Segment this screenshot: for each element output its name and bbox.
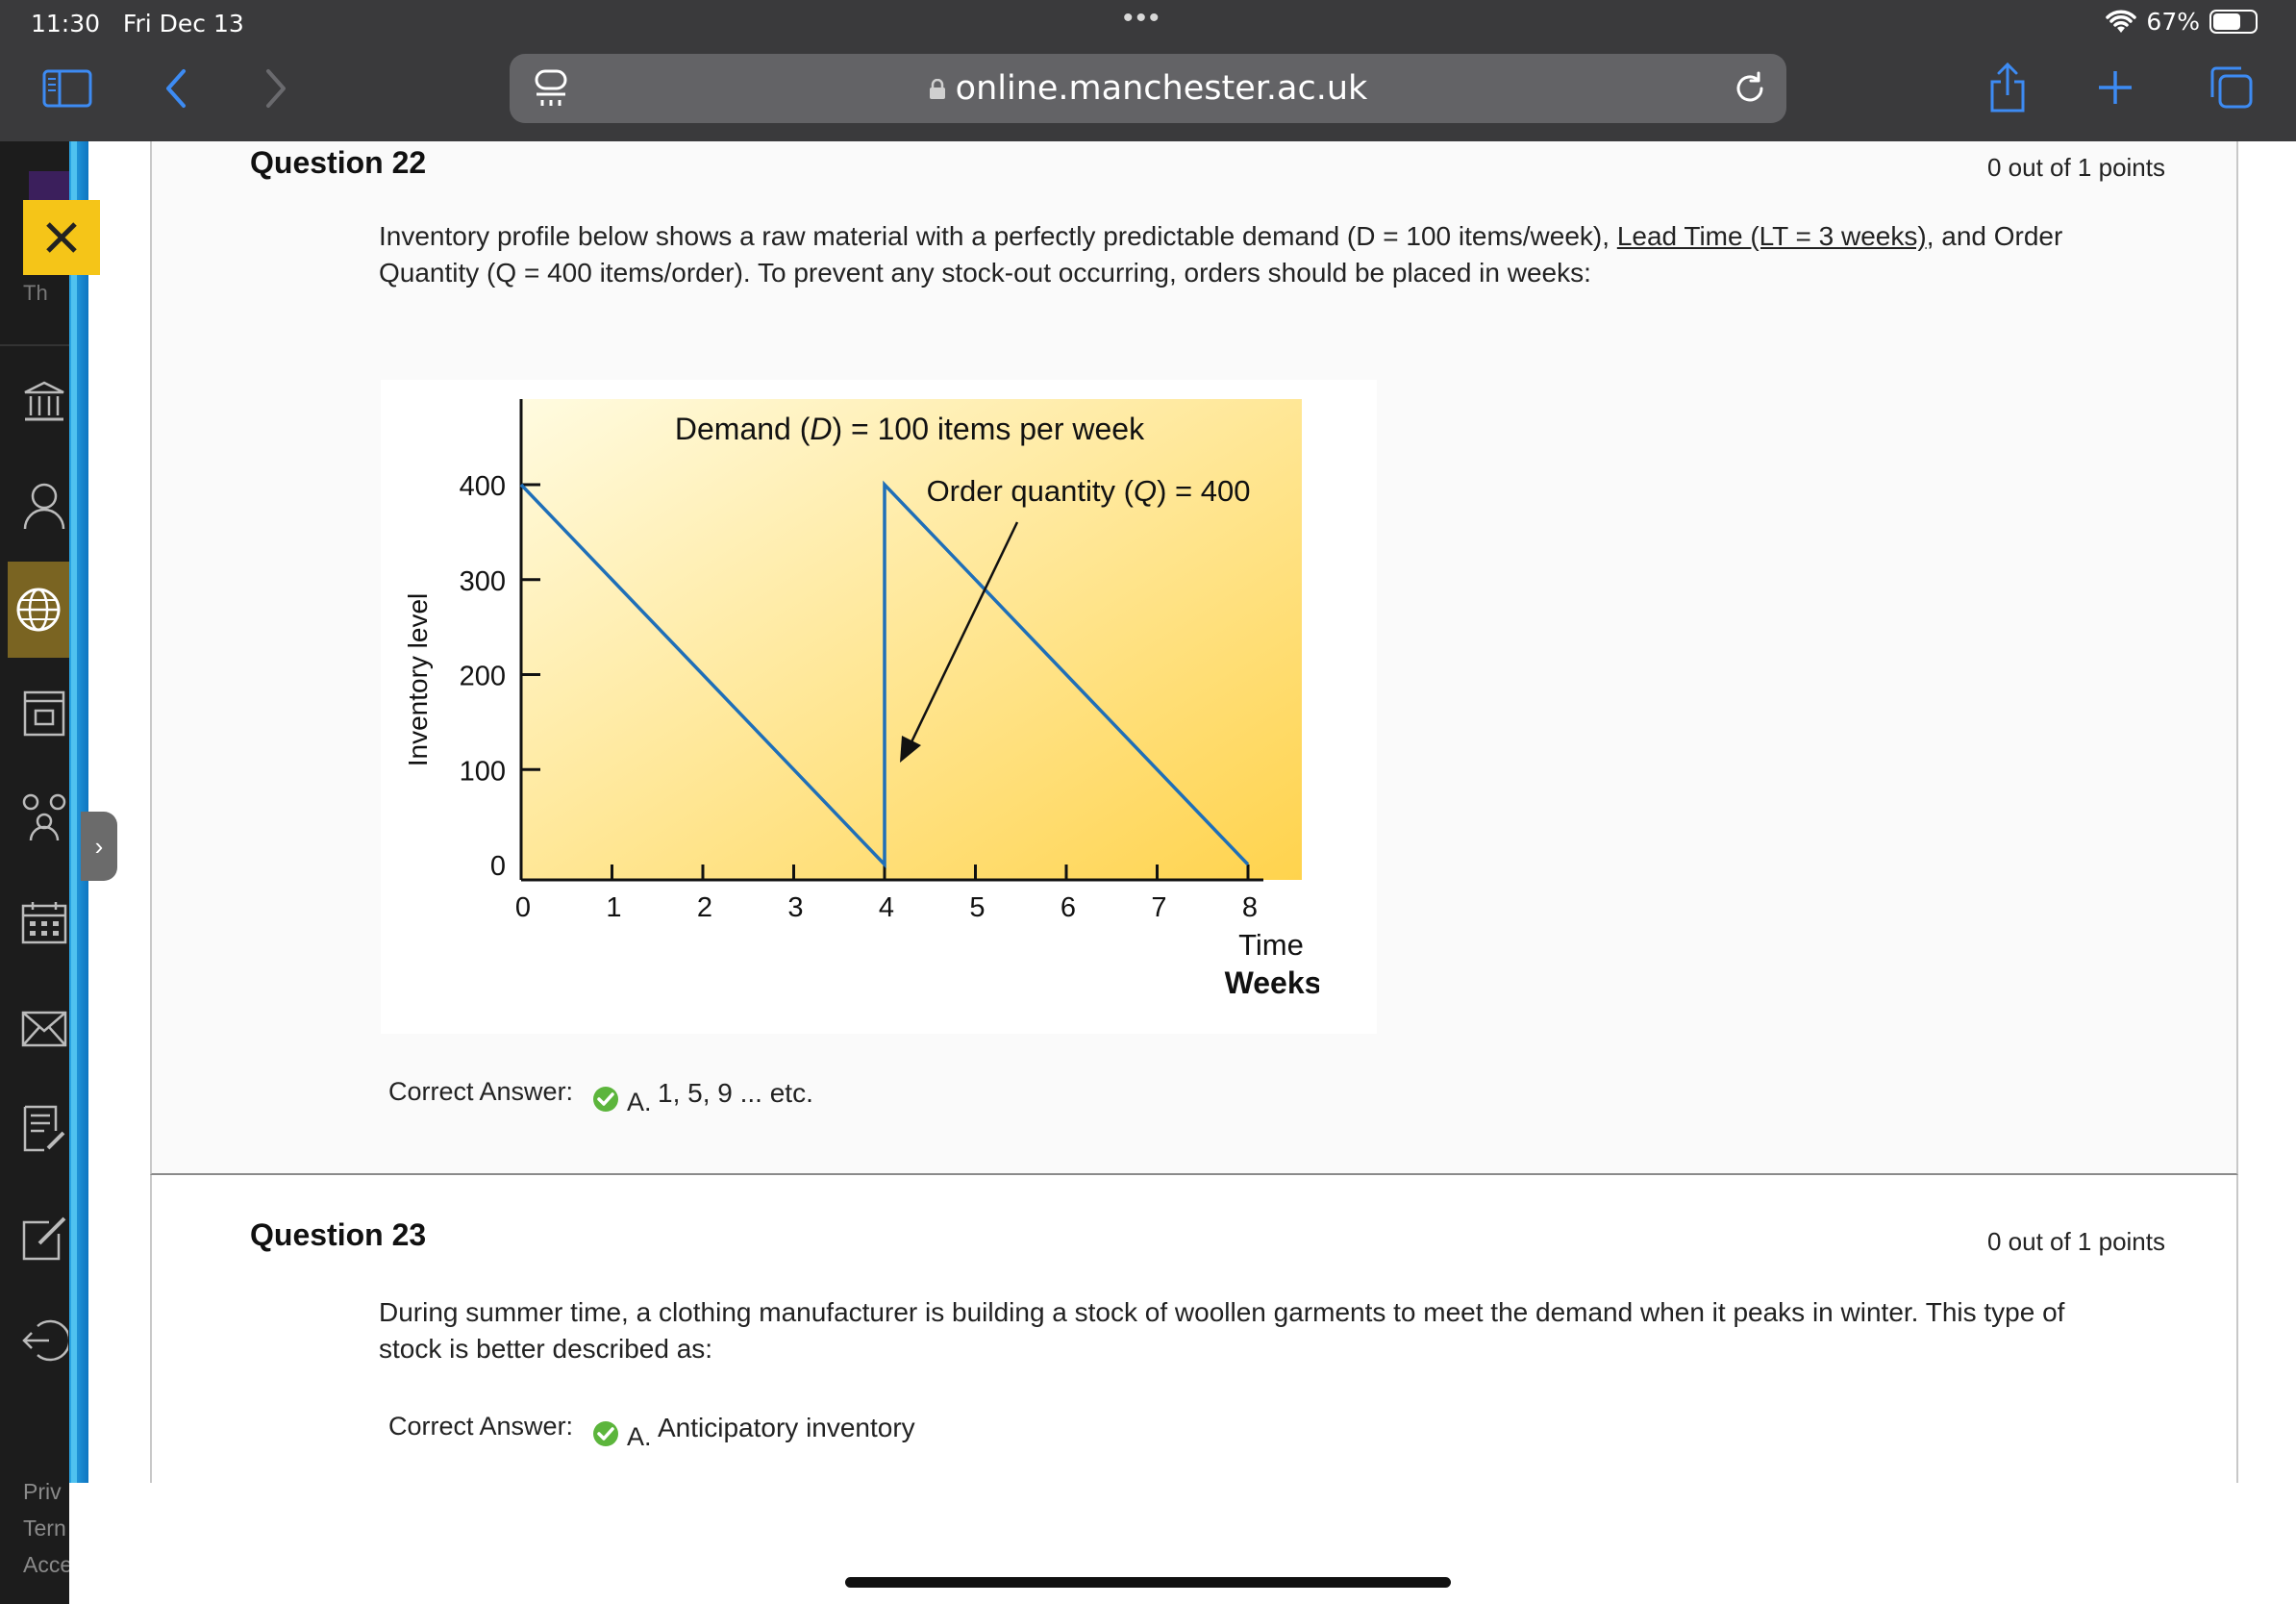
- browser-chrome: 11:30 Fri Dec 13 ••• 67%: [0, 0, 2296, 141]
- home-indicator[interactable]: [845, 1577, 1451, 1588]
- annotations: [900, 521, 1019, 763]
- tick-labels: 0 100 200 300 400 0 1 2 3 4 5 6 7 8: [460, 471, 1258, 923]
- x-tick-label: 8: [1242, 892, 1258, 923]
- battery-icon: [2209, 10, 2258, 34]
- check-icon: [593, 1087, 618, 1112]
- url-text: online.manchester.ac.uk: [955, 69, 1368, 108]
- x-tick-label: 2: [697, 892, 712, 923]
- course-sidebar: [0, 141, 69, 1604]
- series: [519, 480, 1250, 869]
- organizations-icon[interactable]: [19, 792, 69, 842]
- annotation-arrowhead: [900, 736, 921, 763]
- order-quantity-annotation: Order quantity (Q) = 400: [927, 474, 1251, 508]
- lead-time-link: Lead Time (LT = 3 weeks): [1616, 221, 1927, 251]
- x-tick-label: 5: [969, 892, 985, 923]
- sign-out-icon[interactable]: [19, 1316, 69, 1366]
- question-23-panel: Question 23 0 out of 1 points During sum…: [150, 1175, 2238, 1483]
- edit-icon[interactable]: [19, 1214, 69, 1264]
- new-tab-icon[interactable]: [2096, 65, 2134, 110]
- share-icon[interactable]: [1986, 62, 2029, 113]
- date: Fri Dec 13: [122, 10, 244, 38]
- question-points: 0 out of 1 points: [1986, 1227, 2165, 1256]
- calendar-page-icon[interactable]: [19, 689, 69, 739]
- series-line: [519, 480, 1250, 869]
- reader-mode-icon[interactable]: [535, 69, 567, 113]
- answer-letter: A.: [627, 1422, 652, 1451]
- plot-background: [521, 399, 1302, 880]
- question-text-part: , and Order Quantity (Q = 400 items/orde…: [379, 221, 2063, 288]
- y-tick-label: 200: [460, 662, 506, 692]
- forward-icon[interactable]: [262, 67, 290, 110]
- question-text: Inventory profile below shows a raw mate…: [379, 218, 2129, 291]
- x-tick-label: 7: [1151, 892, 1166, 923]
- chevron-right-icon: ›: [94, 831, 104, 861]
- y-axis-label: Inventory level: [403, 593, 433, 767]
- calendar-icon[interactable]: [19, 898, 69, 948]
- answer-text: 1, 5, 9 ... etc.: [658, 1078, 813, 1108]
- sidebar-title-fragment: Th: [23, 281, 48, 305]
- grades-icon[interactable]: [19, 1104, 69, 1154]
- chart-svg: 0 100 200 300 400 0 1 2 3 4 5 6 7 8 Demand (D) = 100 …: [403, 399, 1321, 1000]
- question-text-part: Inventory profile below shows a raw mate…: [379, 221, 1617, 251]
- wifi-icon: [2106, 10, 2137, 33]
- tabs-overview-icon[interactable]: [2208, 63, 2256, 112]
- battery-fill: [2213, 13, 2240, 30]
- courses-icon[interactable]: [8, 562, 69, 658]
- reload-icon[interactable]: [1733, 71, 1767, 111]
- chart-title: Demand (D) = 100 items per week: [675, 412, 1145, 446]
- expand-sidebar-button[interactable]: ›: [81, 812, 117, 881]
- correct-answer-label: Correct Answer:: [388, 1077, 574, 1106]
- institution-icon[interactable]: [19, 377, 69, 427]
- battery-percent: 67%: [2146, 8, 2200, 36]
- question-22-panel: Question 22 0 out of 1 points Inventory …: [150, 141, 2238, 1175]
- back-icon[interactable]: [162, 67, 190, 110]
- x-tick-label: 0: [515, 892, 531, 923]
- x-tick-label: 3: [787, 892, 803, 923]
- sidebar-divider: [0, 344, 69, 346]
- url-display[interactable]: online.manchester.ac.uk: [510, 69, 1786, 108]
- multitasking-dots-icon[interactable]: •••: [1123, 2, 1162, 34]
- answer-letter: A.: [627, 1088, 652, 1116]
- correct-answer-label: Correct Answer:: [388, 1412, 574, 1441]
- lock-icon: [929, 79, 945, 99]
- x-axis-label: Time: [1238, 928, 1304, 962]
- sidebar-toggle-icon[interactable]: [42, 69, 92, 108]
- question-text: During summer time, a clothing manufactu…: [379, 1297, 2065, 1364]
- x-tick-label: 1: [606, 892, 621, 923]
- clock: 11:30: [31, 10, 101, 38]
- sidebar-accent-edge: [71, 141, 77, 1483]
- x-tick-label: 6: [1061, 892, 1076, 923]
- address-bar[interactable]: online.manchester.ac.uk: [510, 54, 1786, 123]
- answer-text: Anticipatory inventory: [658, 1413, 915, 1442]
- status-indicators: 67%: [2106, 8, 2258, 36]
- close-button[interactable]: [23, 200, 100, 275]
- y-tick-label: 0: [490, 851, 506, 882]
- terms-link[interactable]: Tern: [23, 1516, 66, 1541]
- check-icon: [593, 1421, 618, 1446]
- y-tick-label: 400: [460, 471, 506, 502]
- annotation-arrow-line: [906, 521, 1019, 751]
- x-axis-unit-label: Weeks: [1225, 965, 1319, 1000]
- status-time: 11:30 Fri Dec 13: [31, 10, 244, 38]
- profile-icon[interactable]: [19, 481, 69, 531]
- y-tick-label: 300: [460, 566, 506, 597]
- question-title: Question 23: [250, 1217, 427, 1252]
- privacy-link[interactable]: Priv: [23, 1479, 62, 1504]
- question-title: Question 22: [250, 145, 427, 180]
- accessibility-link[interactable]: Acce: [23, 1552, 69, 1577]
- question-points: 0 out of 1 points: [1986, 153, 2165, 182]
- sidebar-logo: [29, 171, 69, 200]
- messages-icon[interactable]: [19, 1004, 69, 1054]
- y-tick-label: 100: [460, 756, 506, 787]
- close-icon: [46, 222, 77, 253]
- inventory-profile-chart: 0 100 200 300 400 0 1 2 3 4 5 6 7 8 Demand (D) = 100 …: [381, 380, 1377, 1034]
- x-tick-label: 4: [879, 892, 894, 923]
- axes: [519, 399, 1263, 882]
